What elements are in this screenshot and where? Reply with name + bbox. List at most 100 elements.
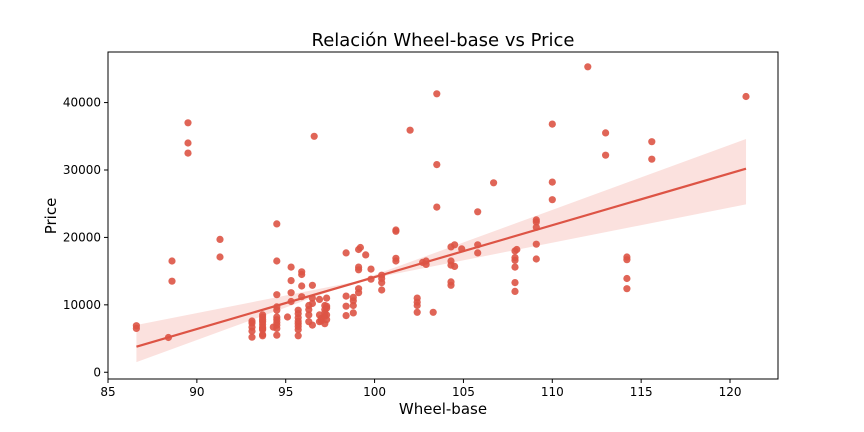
data-point [392, 226, 400, 234]
data-point [273, 331, 281, 339]
data-point [310, 132, 318, 140]
data-point [451, 262, 459, 270]
data-point [584, 63, 592, 71]
data-point [433, 161, 441, 169]
data-point [298, 268, 306, 276]
data-point [132, 322, 140, 330]
data-point [294, 332, 302, 340]
data-point [248, 317, 256, 325]
data-point [413, 308, 421, 316]
data-point [168, 257, 176, 265]
data-point [184, 119, 192, 127]
data-point [342, 249, 350, 257]
data-point [287, 289, 295, 297]
data-point [349, 309, 357, 317]
data-point [216, 235, 224, 243]
data-point [323, 294, 331, 302]
data-point [259, 324, 267, 332]
data-point [548, 196, 556, 204]
data-point [447, 278, 455, 286]
y-axis-label: Price [42, 198, 60, 235]
data-point [287, 277, 295, 285]
data-point [308, 299, 316, 308]
data-point [323, 311, 331, 319]
data-point [451, 241, 459, 249]
data-point [511, 254, 519, 262]
plot-area-frame [107, 51, 779, 380]
data-point [273, 313, 281, 321]
data-point [474, 208, 482, 216]
data-point [474, 249, 482, 257]
data-point [168, 277, 176, 285]
data-point [406, 126, 414, 134]
data-point [216, 253, 224, 261]
data-point [602, 129, 610, 137]
data-point [511, 263, 519, 271]
data-point [184, 139, 192, 147]
data-point [623, 274, 631, 283]
data-point [433, 90, 441, 98]
y-axis-ticks: 0 10000 20000 30000 40000 [63, 96, 108, 379]
data-point [308, 321, 316, 329]
data-point [342, 312, 350, 320]
x-tick-label: 100 [363, 385, 386, 399]
data-point [511, 279, 519, 287]
data-point [273, 220, 281, 228]
x-tick-label: 120 [719, 385, 742, 399]
data-point [367, 265, 375, 273]
y-tick-label: 20000 [63, 230, 101, 244]
regression-line [136, 167, 747, 348]
data-point [742, 92, 750, 101]
data-points-layer [132, 63, 750, 342]
data-point [548, 120, 556, 128]
y-tick-label: 10000 [63, 298, 101, 312]
data-point [548, 178, 556, 186]
data-point [283, 313, 292, 321]
y-tick-label: 40000 [63, 96, 101, 110]
data-point [602, 151, 610, 159]
data-point [294, 306, 302, 314]
x-tick-label: 90 [189, 385, 204, 399]
x-tick-label: 95 [278, 385, 293, 399]
regression-line-layer [136, 167, 747, 348]
chart-title: Relación Wheel-base vs Price [312, 30, 575, 51]
data-point [298, 282, 306, 290]
x-tick-label: 85 [100, 385, 115, 399]
data-point [378, 286, 386, 294]
data-point [273, 291, 281, 299]
data-point [392, 254, 400, 262]
y-tick-label: 0 [93, 365, 101, 379]
data-point [532, 240, 540, 248]
data-point [532, 255, 540, 263]
data-point [248, 333, 256, 341]
data-point [623, 285, 631, 293]
y-tick-label: 30000 [63, 163, 101, 177]
data-point [315, 295, 324, 303]
confidence-band-layer [136, 138, 747, 363]
data-point [259, 311, 267, 319]
data-point [355, 285, 363, 293]
data-point [429, 308, 437, 316]
data-point [349, 293, 357, 301]
data-point [648, 155, 656, 163]
data-point [184, 149, 192, 157]
data-point [511, 287, 519, 295]
data-point [447, 257, 455, 265]
data-point [342, 292, 350, 300]
data-point [305, 311, 313, 319]
data-point [342, 302, 350, 310]
data-point [532, 216, 540, 224]
data-point [433, 203, 441, 211]
data-point [490, 179, 498, 187]
data-point [323, 302, 331, 310]
data-point [355, 263, 363, 271]
x-tick-label: 115 [630, 385, 653, 399]
x-tick-label: 105 [452, 385, 475, 399]
confidence-band [136, 138, 747, 363]
data-point [413, 294, 421, 302]
data-point [362, 251, 370, 259]
data-point [308, 281, 316, 289]
data-point [513, 245, 521, 254]
